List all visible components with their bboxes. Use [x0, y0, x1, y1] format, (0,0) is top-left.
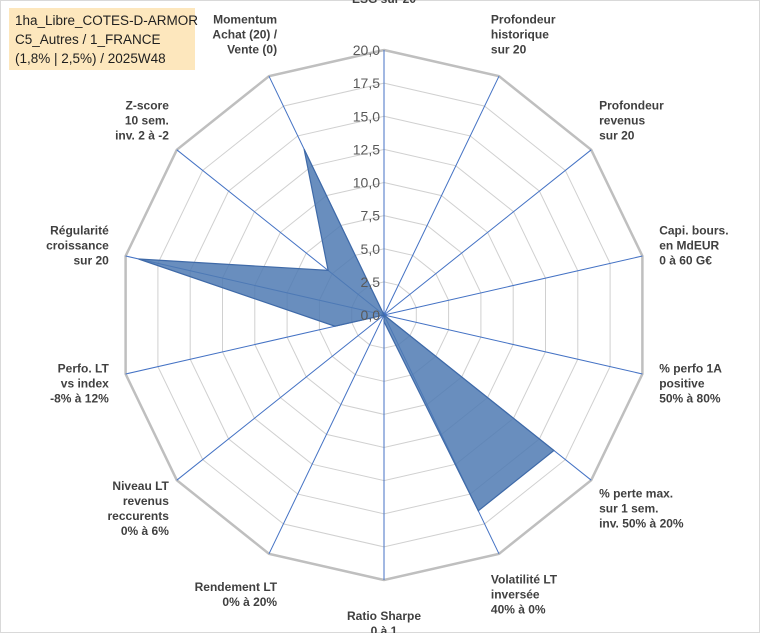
axis-label-line: Perfo. LT — [58, 362, 110, 376]
axis-spoke — [383, 314, 643, 375]
axis-label-line: Régularité — [50, 223, 109, 237]
axis-label-line: Profondeur — [491, 12, 556, 26]
axis-spoke — [176, 314, 385, 481]
radial-tick-labels: 0,0 2,5 5,0 7,5 10,0 12,5 15,0 17,5 20,0 — [353, 42, 380, 323]
axis-label-line: sur 20 — [599, 129, 635, 143]
axis-label-line: vs index — [61, 377, 109, 391]
axis-label-line: Profondeur — [599, 99, 664, 113]
axis-labels: NoteESG sur 20Profondeurhistoriquesur 20… — [46, 0, 728, 633]
axis-label-line: sur 20 — [73, 253, 109, 267]
radial-tick-label: 15,0 — [353, 108, 380, 124]
radial-tick-label: 17,5 — [353, 75, 380, 91]
series-area — [138, 148, 555, 512]
title-line-3: (1,8% | 2,5%) / 2025W48 — [15, 51, 166, 66]
axis-label-line: revenus — [599, 114, 645, 128]
radar-series — [138, 148, 555, 512]
axis-label: Rendement LT0% à 20% — [195, 580, 278, 609]
axis-label-line: croissance — [46, 238, 109, 252]
radial-tick-label: 0,0 — [361, 307, 381, 323]
title-line-2: C5_Autres / 1_FRANCE — [15, 32, 161, 47]
radial-tick-label: 20,0 — [353, 42, 380, 58]
radial-tick-label: 7,5 — [361, 208, 381, 224]
axis-label-line: % perfo 1A — [659, 362, 722, 376]
axis-label: % perte max.sur 1 sem.inv. 50% à 20% — [599, 486, 684, 530]
axis-label: NoteESG sur 20 — [352, 0, 416, 6]
radial-tick-label: 10,0 — [353, 175, 380, 191]
axis-label-line: 10 sem. — [125, 114, 169, 128]
axis-label-line: 0 à 1 — [371, 624, 398, 633]
axis-label-line: Volatilité LT — [491, 573, 558, 587]
radial-tick-label: 2,5 — [361, 274, 381, 290]
axis-label-line: 0% à 20% — [222, 595, 277, 609]
axis-label-line: Niveau LT — [112, 479, 169, 493]
axis-label-line: 0 à 60 G€ — [659, 253, 712, 267]
axis-label-line: -8% à 12% — [50, 392, 109, 406]
axis-label-line: 50% à 80% — [659, 392, 721, 406]
axis-label-line: Momentum — [213, 12, 277, 26]
axis-label-line: en MdEUR — [659, 238, 719, 252]
axis-label-line: Ratio Sharpe — [347, 609, 421, 623]
axis-label-line: % perte max. — [599, 486, 673, 500]
axis-label-line: 0% à 6% — [121, 524, 169, 538]
axis-spoke — [383, 149, 592, 316]
axis-label-line: ESG sur 20 — [352, 0, 416, 6]
axis-label-line: inv. 2 à -2 — [115, 129, 169, 143]
chart-title-box: 1ha_Libre_COTES-D-ARMOR C5_Autres / 1_FR… — [9, 8, 199, 70]
axis-spoke — [383, 255, 643, 316]
axis-label-line: positive — [659, 377, 705, 391]
axis-label-line: Z-score — [126, 99, 170, 113]
axis-label-line: inversée — [491, 588, 540, 602]
axis-label-line: revenus — [123, 494, 169, 508]
axis-label-line: sur 20 — [491, 42, 527, 56]
axis-spoke — [268, 314, 385, 555]
axis-label-line: historique — [491, 27, 549, 41]
axis-label-line: Achat (20) / — [212, 27, 277, 41]
axis-label-line: sur 1 sem. — [599, 501, 658, 515]
axis-label-line: reccurents — [108, 509, 170, 523]
radial-tick-label: 5,0 — [361, 241, 381, 257]
axis-label-line: Capi. bours. — [659, 223, 728, 237]
axis-label-line: Rendement LT — [195, 580, 278, 594]
title-line-1: 1ha_Libre_COTES-D-ARMOR — [15, 13, 199, 28]
axis-label-line: inv. 50% à 20% — [599, 516, 684, 530]
axis-label-line: 40% à 0% — [491, 603, 546, 617]
axis-spoke — [383, 75, 500, 316]
radial-tick-label: 12,5 — [353, 141, 380, 157]
axis-label-line: Vente (0) — [227, 42, 277, 56]
